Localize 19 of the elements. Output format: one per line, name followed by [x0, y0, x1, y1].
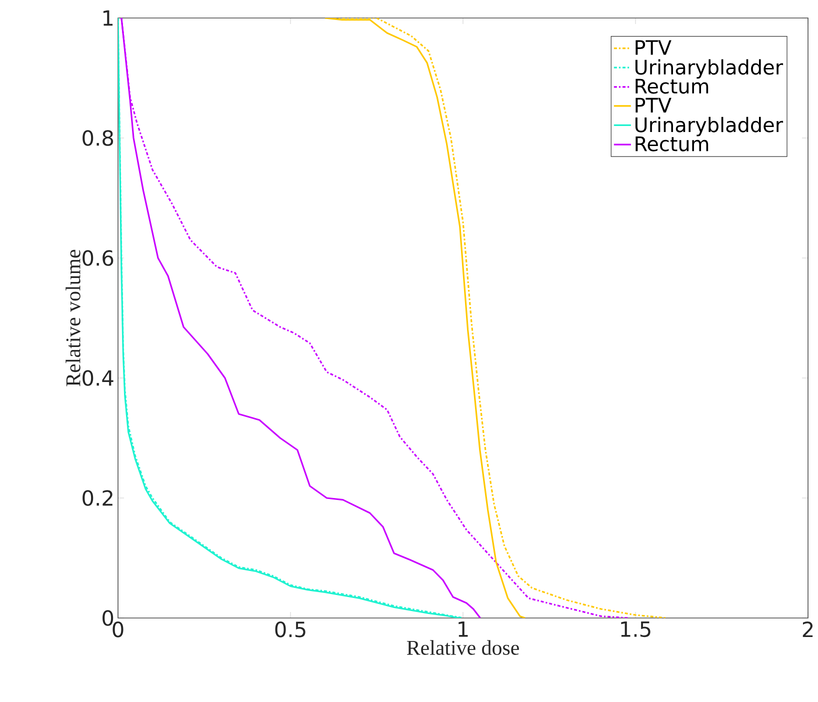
- x-axis-title: Relative dose: [406, 640, 519, 655]
- x-tick-label: 0: [112, 622, 124, 638]
- y-tick-label: 0.4: [82, 370, 114, 386]
- x-tick-label: 2: [802, 622, 813, 638]
- legend-label: Urinarybladder: [635, 59, 784, 79]
- x-tick-label: 0.5: [275, 622, 306, 638]
- y-tick-label: 0.6: [82, 250, 114, 266]
- legend-label: PTV: [636, 40, 672, 55]
- y-axis-title: Relative volume: [66, 250, 80, 386]
- legend-label: PTV: [636, 98, 672, 112]
- y-tick-label: 0.2: [82, 490, 112, 506]
- legend-label: Urinarybladder: [635, 116, 784, 136]
- legend-label: Rectum: [636, 78, 708, 94]
- y-tick-label: 0: [102, 610, 114, 626]
- y-tick-label: 1: [103, 10, 113, 26]
- x-tick-label: 1: [458, 622, 468, 637]
- x-tick-label: 1.5: [621, 622, 650, 638]
- legend-label: Rectum: [636, 136, 708, 152]
- y-tick-label: 0.8: [82, 130, 114, 146]
